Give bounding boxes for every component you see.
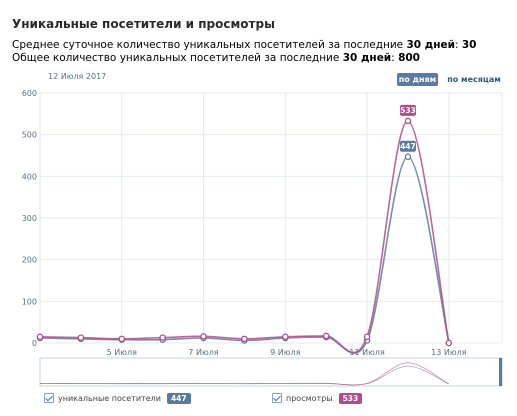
stat2-days: 30 дней (342, 52, 392, 64)
value-label-bg-visitors (399, 140, 416, 152)
visitors-checkbox-icon[interactable] (44, 393, 54, 403)
range-handle[interactable] (499, 358, 502, 386)
stat1-mid: : (454, 39, 462, 51)
data-point-views (241, 335, 248, 343)
x-tick-label: 7 Июля (188, 348, 218, 357)
total-visitors-stat: Общее количество уникальных посетителей … (12, 52, 420, 64)
navigator-line-views (39, 362, 450, 386)
x-tick-label: 9 Июля (270, 348, 300, 357)
data-point-views (404, 117, 412, 125)
value-label-visitors: 447 (400, 142, 416, 151)
legend-visitors-label: уникальные посетители (58, 393, 161, 403)
stat1-days: 30 дней (406, 39, 455, 51)
data-point-views (77, 334, 85, 341)
data-point-views (118, 335, 126, 343)
y-tick-label: 0 (32, 339, 37, 348)
value-label-bg-views (399, 104, 416, 116)
range-navigator (39, 357, 503, 387)
chart-title: Уникальные посетители и просмотры (12, 17, 275, 31)
average-daily-visitors-stat: Среднее суточное количество уникальных п… (12, 39, 476, 51)
data-point-views (200, 333, 207, 340)
y-tick-label: 300 (22, 214, 37, 223)
data-point-visitors (404, 153, 412, 160)
data-point-views (322, 332, 330, 340)
y-tick-label: 400 (22, 172, 37, 181)
hover-date-label: 12 Июля 2017 (48, 72, 107, 81)
by-months-button[interactable]: по месяцам (447, 75, 501, 84)
x-tick-label: 13 Июля (431, 348, 467, 357)
data-point-views (445, 339, 453, 347)
y-tick-label: 500 (22, 131, 37, 140)
y-tick-label: 600 (22, 89, 37, 98)
stat1-prefix: Среднее суточное количество уникальных п… (12, 39, 407, 51)
legend-views-label: просмотры (286, 393, 333, 403)
by-days-button[interactable]: по дням (397, 73, 438, 86)
value-label-views: 533 (400, 106, 416, 115)
legend-views-toggle[interactable]: просмотры 533 (272, 392, 363, 404)
legend-visitors-badge: 447 (166, 392, 191, 404)
y-tick-label: 100 (22, 297, 37, 306)
legend-visitors-toggle[interactable]: уникальные посетители 447 (44, 392, 191, 404)
legend-views-badge: 533 (338, 392, 363, 404)
y-tick-label: 200 (22, 256, 37, 265)
data-point-views (159, 334, 166, 341)
stat1-value: 30 (461, 39, 477, 51)
stat2-prefix: Общее количество уникальных посетителей … (12, 52, 343, 64)
x-tick-label: 5 Июля (107, 348, 137, 357)
data-point-views (363, 333, 371, 340)
stat2-value: 800 (398, 52, 420, 64)
data-point-views (282, 333, 289, 340)
data-point-views (36, 333, 44, 340)
x-tick-label: 11 Июля (349, 348, 385, 357)
stat2-mid: : (391, 52, 399, 64)
series-line-visitors (39, 155, 450, 354)
views-checkbox-icon[interactable] (272, 393, 282, 403)
